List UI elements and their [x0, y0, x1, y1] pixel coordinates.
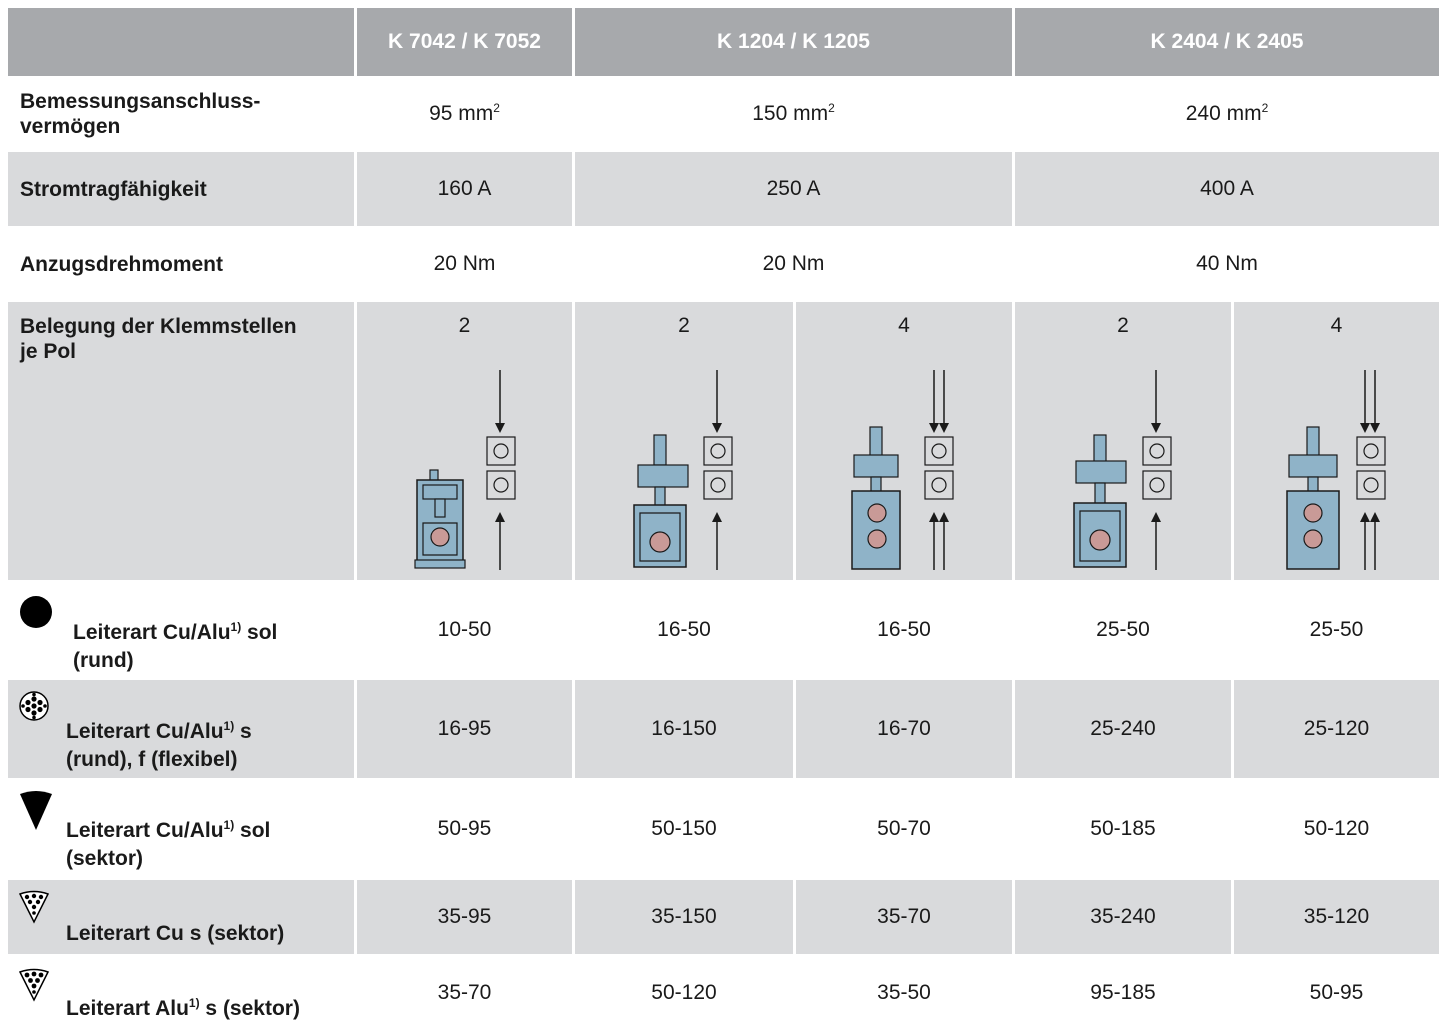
header-k7042: K 7042 / K 7052 — [357, 8, 572, 76]
conductor-value: 16-70 — [796, 680, 1012, 778]
conductor-value: 16-50 — [657, 618, 711, 641]
conductor-value: 50-120 — [651, 981, 717, 1004]
conductor-value: 35-240 — [1015, 880, 1231, 954]
terminal-diagram-1204-4 — [851, 370, 954, 570]
conductor-value: 50-70 — [877, 817, 931, 840]
solid-sector-icon — [20, 791, 52, 830]
stranded-sector-icon — [18, 890, 50, 924]
capacity-value: 95 mm 2 — [429, 101, 500, 125]
assignment-value: 4 — [796, 302, 1012, 580]
conductor-value: 25-50 — [1309, 618, 1364, 641]
row-label-torque: Anzugsdrehmoment — [20, 252, 224, 276]
conductor-row-bg — [8, 680, 354, 778]
conductor-label: Leiterart Cu/Alu1) s (rund), f (flexibel… — [66, 719, 252, 771]
conductor-label: Leiterart Alu1) s (sektor) — [66, 996, 300, 1020]
conductor-value: 35-70 — [796, 880, 1012, 954]
torque-value: 40 Nm — [1196, 252, 1258, 275]
conductor-value: 50-95 — [437, 817, 492, 840]
conductor-value: 10-50 — [437, 618, 492, 641]
conductor-value: 35-120 — [1234, 880, 1439, 954]
terminal-diagram-2404-4 — [1286, 370, 1386, 570]
solid-round-icon — [20, 596, 52, 628]
conductor-value: 50-150 — [651, 817, 717, 840]
conductor-label: Leiterart Cu s (sektor) — [66, 922, 285, 945]
row-label-assignment: Belegung der Klemmstellen je Pol — [8, 302, 354, 580]
terminal-diagram-2404-2 — [1073, 370, 1172, 570]
capacity-value: 240 mm 2 — [1185, 101, 1269, 125]
conductor-value: 16-95 — [357, 680, 572, 778]
terminal-diagram-1204-2 — [633, 370, 733, 570]
conductor-value: 50-185 — [1090, 817, 1156, 840]
current-value: 400 A — [1015, 152, 1439, 226]
torque-value: 20 Nm — [762, 252, 825, 275]
row-label-capacity: Bemessungsanschluss-vermögen — [20, 90, 261, 138]
stranded-round-icon — [19, 691, 49, 721]
assignment-value: 2 — [357, 302, 572, 580]
conductor-value: 95-185 — [1090, 981, 1156, 1004]
conductor-row-bg — [8, 880, 354, 954]
current-value: 160 A — [357, 152, 572, 226]
conductor-value: 25-240 — [1015, 680, 1231, 778]
conductor-value: 35-70 — [437, 981, 492, 1004]
alu-stranded-sector-icon — [18, 968, 50, 1002]
conductor-label: Leiterart Cu/Alu1) sol (sektor) — [66, 818, 271, 870]
conductor-value: 50-95 — [1309, 981, 1364, 1004]
conductor-value: 35-150 — [575, 880, 793, 954]
header-k2404: K 2404 / K 2405 — [1015, 8, 1439, 76]
conductor-value: 16-150 — [575, 680, 793, 778]
header-corner — [8, 8, 354, 76]
conductor-label: Leiterart Cu/Alu1) sol (rund) — [73, 620, 278, 672]
header-k1204: K 1204 / K 1205 — [575, 8, 1012, 76]
conductor-value: 16-50 — [877, 618, 931, 641]
capacity-value: 150 mm 2 — [752, 101, 835, 125]
conductor-value: 25-120 — [1234, 680, 1439, 778]
row-label-current: Stromtragfähigkeit — [8, 152, 354, 226]
conductor-value: 25-50 — [1096, 618, 1150, 641]
current-value: 250 A — [575, 152, 1012, 226]
conductor-value: 50-120 — [1303, 817, 1370, 840]
terminal-diagram-small-2 — [414, 370, 516, 570]
conductor-value: 35-50 — [877, 981, 931, 1004]
conductor-value: 35-95 — [357, 880, 572, 954]
torque-value: 20 Nm — [433, 252, 496, 275]
